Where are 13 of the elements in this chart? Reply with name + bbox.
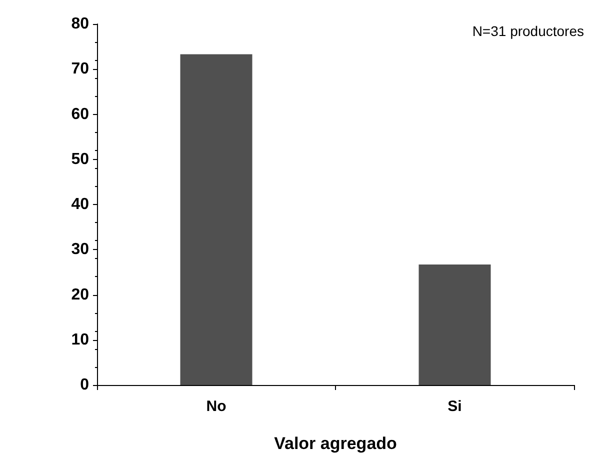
y-tick-label: 50 [71,150,90,168]
y-tick-label: 60 [71,106,90,123]
x-axis-title: Valor agregado [274,434,397,453]
y-tick-label: 30 [71,241,90,258]
x-tick-label: No [206,398,226,415]
y-tick-label: 70 [71,60,90,78]
y-tick-label: 10 [71,331,90,348]
y-tick-label: 80 [71,16,90,32]
y-tick-label: 40 [71,196,90,213]
y-tick-label: 0 [80,376,90,394]
x-tick-label: Si [448,398,462,415]
annotation: N=31 productores [472,23,584,39]
y-tick-label: 20 [71,286,90,304]
